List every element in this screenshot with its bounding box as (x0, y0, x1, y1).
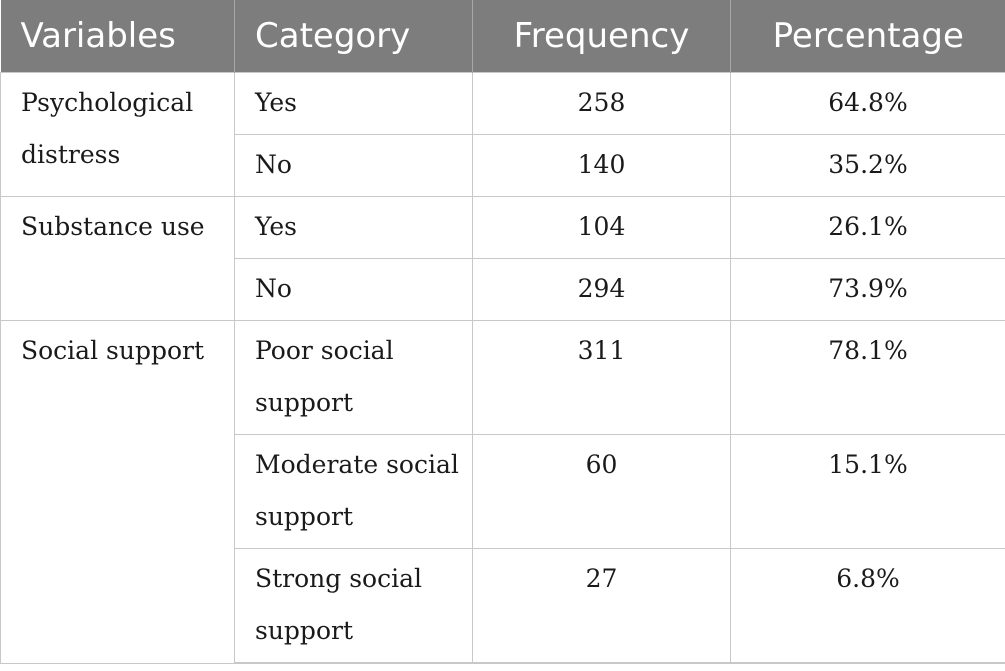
frequency-cell: 140 (472, 134, 731, 197)
percentage-cell: 26.1% (730, 196, 1005, 259)
category-cell: No (234, 134, 473, 197)
frequency-cell: 104 (472, 196, 731, 259)
category-cell: Yes (234, 196, 473, 259)
percentage-cell: 73.9% (730, 258, 1005, 321)
percentage-cell: 35.2% (730, 134, 1005, 197)
table-row: Psychological distress Yes 258 64.8% (0, 72, 1005, 197)
header-category: Category (234, 0, 473, 73)
table-row: Moderate social support 60 15.1% (1, 434, 1005, 549)
category-cell: Yes (234, 72, 473, 135)
variable-cell: Substance use (0, 196, 235, 321)
header-frequency: Frequency (472, 0, 731, 73)
category-cell: Moderate social support (234, 434, 473, 549)
percentage-cell: 64.8% (730, 72, 1005, 135)
percentage-cell: 78.1% (730, 320, 1005, 435)
variable-cell: Social support (0, 320, 235, 664)
frequency-cell: 311 (472, 320, 731, 435)
table-header: Variables Category Frequency Percentage (0, 0, 1005, 73)
percentage-cell: 15.1% (730, 434, 1005, 549)
header-row: Variables Category Frequency Percentage (0, 0, 1005, 73)
frequency-cell: 60 (472, 434, 731, 549)
frequency-cell: 294 (472, 258, 731, 321)
category-cell: No (234, 258, 473, 321)
table-row: No 140 35.2% (1, 134, 1005, 197)
table-row: Substance use Yes 104 26.1% (0, 196, 1005, 321)
percentage-cell: 6.8% (730, 548, 1005, 664)
variable-cell: Psychological distress (0, 72, 235, 197)
header-variables: Variables (0, 0, 235, 73)
table-row: Social support Poor social support 311 7… (0, 320, 1005, 664)
table-row: Strong social support 27 6.8% (1, 548, 1005, 664)
frequency-cell: 258 (472, 72, 731, 135)
header-percentage: Percentage (730, 0, 1005, 73)
table-body: Psychological distress Yes 258 64.8% No … (0, 72, 1005, 664)
category-cell: Poor social support (234, 320, 473, 435)
category-cell: Strong social support (234, 548, 473, 664)
frequency-cell: 27 (472, 548, 731, 664)
